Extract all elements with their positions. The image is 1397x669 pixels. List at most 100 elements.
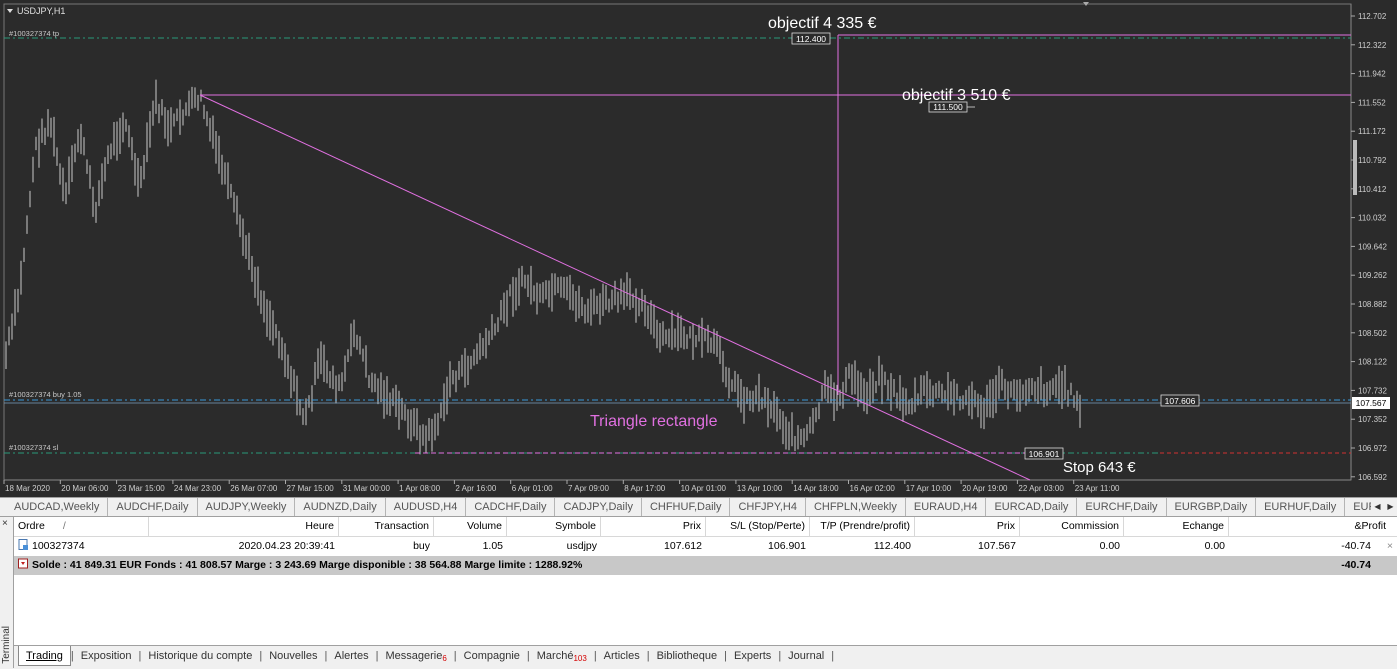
col-ordre[interactable]: Ordre / (14, 517, 149, 536)
chart-symbol-title: USDJPY,H1 (17, 6, 65, 16)
time-tick-label: 27 Mar 15:00 (287, 484, 335, 493)
tab-separator: | (70, 650, 74, 662)
symbol-tab[interactable]: AUDCAD,Weekly (0, 498, 109, 516)
terminal-tab-exposition[interactable]: Exposition (74, 646, 139, 666)
symbol-tab[interactable]: AUDNZD,Daily (295, 498, 386, 516)
time-tick-label: 23 Mar 15:00 (118, 484, 166, 493)
order-take-profit[interactable]: 112.400 (873, 540, 911, 552)
symbol-tab[interactable]: CHFJPY,H4 (730, 498, 806, 516)
terminal-tab-compagnie[interactable]: Compagnie (457, 646, 527, 666)
col-echange[interactable]: Echange (1124, 517, 1229, 536)
terminal-tab-label: Marché (536, 650, 574, 662)
terminal-tab-bibliotheque[interactable]: Bibliotheque (650, 646, 725, 666)
col-volume[interactable]: Volume (434, 517, 507, 536)
tab-separator: | (724, 650, 728, 662)
col-profit[interactable]: &Profit (1354, 520, 1386, 532)
col-tp[interactable]: T/P (Prendre/profit) (810, 517, 915, 536)
col-heure[interactable]: Heure (149, 517, 339, 536)
col-commission[interactable]: Commission (1020, 517, 1124, 536)
tab-scroll-left-icon[interactable]: ◀ (1374, 502, 1381, 511)
terminal-close-icon[interactable]: × (2, 518, 8, 529)
tab-separator: | (259, 650, 263, 662)
time-tick-label: 18 Mar 2020 (5, 484, 50, 493)
terminal-tab-experts[interactable]: Experts (727, 646, 778, 666)
terminal-tab-alertes[interactable]: Alertes (327, 646, 375, 666)
price-axis-scrollbar[interactable] (1353, 140, 1357, 195)
symbol-tab[interactable]: EURGBP,Daily (1167, 498, 1257, 516)
order-time: 2020.04.23 20:39:41 (238, 540, 335, 552)
objectif3-text: objectif 3 510 € (902, 87, 1011, 104)
symbol-tab[interactable]: CHFPLN,Weekly (806, 498, 906, 516)
chart-scroll-icon[interactable] (1083, 2, 1089, 6)
terminal-tab-label: Journal (788, 650, 825, 662)
tab-separator: | (831, 650, 835, 662)
col-prix-current[interactable]: Prix (915, 517, 1020, 536)
price-tick-label: 107.352 (1358, 415, 1387, 424)
terminal-tab-label: Bibliotheque (656, 650, 718, 662)
terminal-tabs: Trading | Exposition | Historique du compte |… (14, 645, 1397, 668)
terminal-tab-messagerie[interactable]: Messagerie6 (378, 646, 453, 666)
balance-icon (18, 558, 28, 569)
col-symbole[interactable]: Symbole (507, 517, 601, 536)
objectif4-price: 112.400 (796, 34, 826, 44)
symbol-tab[interactable]: EURAUD,H4 (906, 498, 987, 516)
chart-canvas[interactable]: USDJPY,H1 112.702112.322111.942111.55211… (0, 0, 1397, 497)
terminal-tab-label: Nouvelles (269, 650, 318, 662)
order-swap: 0.00 (1204, 540, 1225, 552)
orders-header-row: Ordre / Heure Transaction Volume Symbole … (14, 517, 1397, 537)
chart-menu-icon[interactable] (7, 9, 13, 13)
terminal-side-label: Terminal (1, 626, 12, 664)
order-volume: 1.05 (482, 540, 503, 552)
symbol-tab[interactable]: AUDCHF,Daily (108, 498, 198, 516)
close-order-icon[interactable]: × (1386, 540, 1393, 552)
order-type: buy (413, 540, 430, 552)
symbol-tab[interactable]: CADCHF,Daily (466, 498, 556, 516)
tab-separator: | (324, 650, 328, 662)
balance-summary: Solde : 41 849.31 EUR Fonds : 41 808.57 … (32, 559, 583, 571)
col-sl[interactable]: S/L (Stop/Perte) (706, 517, 810, 536)
symbol-tab[interactable]: AUDUSD,H4 (386, 498, 467, 516)
tab-separator: | (526, 650, 530, 662)
terminal-tab-label: Trading (26, 650, 63, 662)
symbol-tab[interactable]: EURCAD,Daily (986, 498, 1078, 516)
symbol-tab[interactable]: CHFHUF,Daily (642, 498, 731, 516)
balance-profit: -40.74 (1341, 559, 1371, 571)
stop-price-box (1024, 447, 1064, 460)
order-stop-loss[interactable]: 106.901 (768, 540, 806, 552)
orders-table: Ordre / Heure Transaction Volume Symbole … (14, 517, 1397, 575)
terminal-tab-articles[interactable]: Articles (597, 646, 647, 666)
order-current-price: 107.567 (978, 540, 1016, 552)
terminal-tab-nouvelles[interactable]: Nouvelles (262, 646, 324, 666)
terminal-tab-historique-du-compte[interactable]: Historique du compte (141, 646, 259, 666)
balance-row: Solde : 41 849.31 EUR Fonds : 41 808.57 … (14, 556, 1397, 575)
col-prix[interactable]: Prix (601, 517, 706, 536)
time-tick-label: 26 Mar 07:00 (230, 484, 278, 493)
take-profit-line-label: #100327374 tp (9, 29, 59, 38)
time-axis-ticks: 18 Mar 2020 20 Mar 06:00 23 Mar 15:00 24 Ma… (3, 480, 1120, 493)
symbol-tab[interactable]: EURHUF,Daily (1256, 498, 1346, 516)
tab-scroll-right-icon[interactable]: ▶ (1387, 502, 1394, 511)
order-profit: -40.74 (1341, 540, 1371, 552)
price-chart[interactable]: USDJPY,H1 112.702 112.322 111.942 111.552 11… (0, 0, 1397, 497)
symbol-tab[interactable]: AUDJPY,Weekly (198, 498, 296, 516)
symbol-tab[interactable]: CADJPY,Daily (555, 498, 642, 516)
time-tick-label: 31 Mar 00:00 (343, 484, 391, 493)
triangle-trendline[interactable] (199, 94, 1031, 481)
time-tick-label: 24 Mar 23:00 (174, 484, 222, 493)
symbol-tabs-bar: AUDCAD,Weekly AUDCHF,Daily AUDJPY,Weekly AU… (0, 497, 1397, 517)
terminal-tab-trading[interactable]: Trading (18, 646, 71, 666)
col-transaction[interactable]: Transaction (339, 517, 434, 536)
price-tick-label: 111.942 (1358, 70, 1386, 79)
current-price-label: 107.567 (1356, 398, 1387, 408)
symbol-tab[interactable]: EURCHF,Daily (1077, 498, 1167, 516)
tab-separator: | (778, 650, 782, 662)
terminal-sidebar: × Terminal (0, 517, 14, 668)
price-tick-label: 111.552 (1358, 98, 1386, 107)
time-tick-label: 20 Mar 06:00 (61, 484, 109, 493)
terminal-tab-march-[interactable]: Marché103 (530, 646, 594, 666)
terminal-panel: × Terminal Ordre / Heure Transaction Volu… (0, 517, 1397, 668)
price-axis-ticks: 112.702 112.322 111.942 111.552 111.172 110.7… (1351, 12, 1387, 482)
terminal-tab-journal[interactable]: Journal (781, 646, 831, 666)
candlestick-series (5, 79, 1081, 455)
order-row[interactable]: 100327374 2020.04.23 20:39:41 buy 1.05 u… (14, 537, 1397, 556)
